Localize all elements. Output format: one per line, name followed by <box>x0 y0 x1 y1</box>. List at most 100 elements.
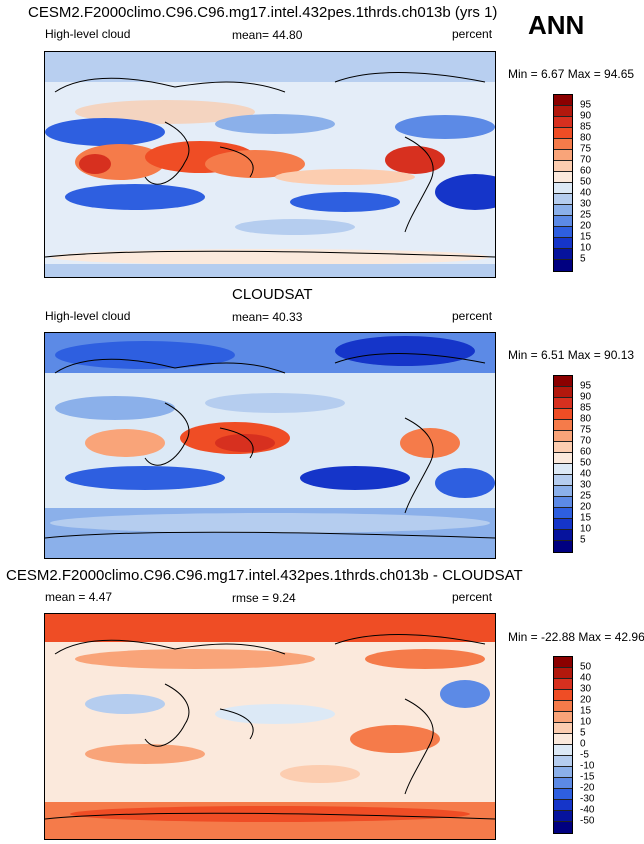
colorbar-tick-label: 5 <box>580 534 586 546</box>
colorbar-tick-label: 30 <box>580 198 592 210</box>
colorbar-segment <box>554 745 572 756</box>
colorbar-tick-label: 80 <box>580 132 592 144</box>
colorbar-segment <box>554 679 572 690</box>
colorbar-segment <box>554 811 572 822</box>
colorbar-segment <box>554 475 572 486</box>
colorbar-segment <box>554 442 572 453</box>
colorbar-segment <box>554 712 572 723</box>
panel3-map <box>44 613 496 840</box>
panel2-title: CLOUDSAT <box>232 286 313 303</box>
panel2-minmax: Min = 6.51 Max = 90.13 <box>508 348 635 362</box>
colorbar-tick-label: 30 <box>580 479 592 491</box>
panel3-title: CESM2.F2000climo.C96.C96.mg17.intel.432p… <box>6 567 523 584</box>
colorbar-tick-label: 15 <box>580 231 592 243</box>
colorbar-segment <box>554 409 572 420</box>
colorbar-tick-label: 70 <box>580 154 592 166</box>
panel1-title: CESM2.F2000climo.C96.C96.mg17.intel.432p… <box>28 4 498 21</box>
colorbar-segment <box>554 497 572 508</box>
colorbar-segment <box>554 128 572 139</box>
colorbar-segment <box>554 216 572 227</box>
panel1-units: percent <box>452 27 493 41</box>
colorbar-tick-label: 40 <box>580 672 592 684</box>
panel1-colorbar <box>553 94 573 272</box>
colorbar-segment <box>554 767 572 778</box>
panel2-mean: mean= 40.33 <box>232 310 303 324</box>
colorbar-tick-label: 15 <box>580 705 592 717</box>
colorbar-tick-label: 20 <box>580 501 592 513</box>
season-label: ANN <box>528 10 585 40</box>
colorbar-tick-label: 25 <box>580 209 592 221</box>
colorbar-tick-label: 10 <box>580 716 592 728</box>
panel2-variable: High-level cloud <box>45 309 131 323</box>
colorbar-segment <box>554 778 572 789</box>
colorbar-segment <box>554 249 572 260</box>
colorbar-tick-label: -50 <box>580 815 595 827</box>
panel2-units: percent <box>452 309 493 323</box>
colorbar-tick-label: 5 <box>580 727 586 739</box>
colorbar-segment <box>554 205 572 216</box>
panel3-mean: mean = 4.47 <box>45 590 113 604</box>
colorbar-tick-label: 40 <box>580 468 592 480</box>
colorbar-segment <box>554 789 572 800</box>
colorbar-tick-label: 90 <box>580 110 592 122</box>
panel3-units: percent <box>452 590 493 604</box>
colorbar-tick-label: 10 <box>580 523 592 535</box>
colorbar-segment <box>554 800 572 811</box>
colorbar-segment <box>554 530 572 541</box>
colorbar-tick-label: 75 <box>580 143 592 155</box>
colorbar-segment <box>554 227 572 238</box>
colorbar-tick-label: 20 <box>580 694 592 706</box>
colorbar-segment <box>554 723 572 734</box>
colorbar-segment <box>554 95 572 106</box>
colorbar-tick-label: 95 <box>580 380 592 392</box>
colorbar-tick-label: 25 <box>580 490 592 502</box>
colorbar-segment <box>554 420 572 431</box>
colorbar-tick-label: 75 <box>580 424 592 436</box>
colorbar-tick-label: 20 <box>580 220 592 232</box>
colorbar-tick-label: 70 <box>580 435 592 447</box>
panel1-map <box>44 51 496 278</box>
colorbar-segment <box>554 464 572 475</box>
colorbar-segment <box>554 194 572 205</box>
colorbar-segment <box>554 398 572 409</box>
colorbar-tick-label: 40 <box>580 187 592 199</box>
colorbar-tick-label: 50 <box>580 176 592 188</box>
colorbar-segment <box>554 734 572 745</box>
colorbar-segment <box>554 822 572 833</box>
panel3-minmax: Min = -22.88 Max = 42.96 <box>508 630 644 644</box>
panel1-minmax: Min = 6.67 Max = 94.65 <box>508 67 635 81</box>
colorbar-tick-label: -30 <box>580 793 595 805</box>
colorbar-segment <box>554 376 572 387</box>
colorbar-segment <box>554 541 572 552</box>
colorbar-tick-label: -20 <box>580 782 595 794</box>
colorbar-segment <box>554 701 572 712</box>
colorbar-segment <box>554 756 572 767</box>
colorbar-segment <box>554 238 572 249</box>
colorbar-segment <box>554 183 572 194</box>
colorbar-segment <box>554 486 572 497</box>
colorbar-segment <box>554 431 572 442</box>
colorbar-tick-label: 85 <box>580 402 592 414</box>
colorbar-tick-label: -5 <box>580 749 589 761</box>
colorbar-tick-label: 50 <box>580 661 592 673</box>
colorbar-segment <box>554 657 572 668</box>
colorbar-segment <box>554 260 572 271</box>
panel2-colorbar <box>553 375 573 553</box>
colorbar-tick-label: 95 <box>580 99 592 111</box>
colorbar-segment <box>554 139 572 150</box>
colorbar-tick-label: -40 <box>580 804 595 816</box>
colorbar-segment <box>554 453 572 464</box>
colorbar-tick-label: 30 <box>580 683 592 695</box>
colorbar-tick-label: 90 <box>580 391 592 403</box>
colorbar-tick-label: 5 <box>580 253 586 265</box>
colorbar-tick-label: -15 <box>580 771 595 783</box>
panel2-map <box>44 332 496 559</box>
colorbar-tick-label: 15 <box>580 512 592 524</box>
colorbar-segment <box>554 150 572 161</box>
colorbar-tick-label: -10 <box>580 760 595 772</box>
colorbar-tick-label: 50 <box>580 457 592 469</box>
colorbar-tick-label: 10 <box>580 242 592 254</box>
colorbar-segment <box>554 690 572 701</box>
colorbar-segment <box>554 387 572 398</box>
colorbar-segment <box>554 508 572 519</box>
